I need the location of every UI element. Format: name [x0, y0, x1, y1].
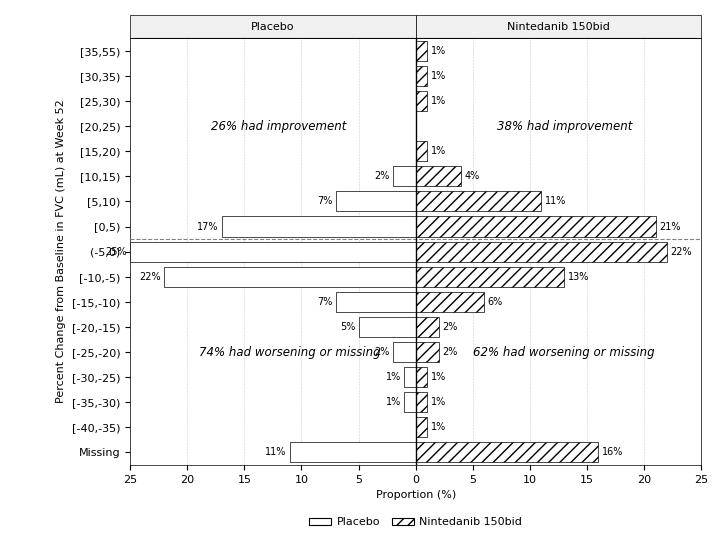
Bar [416, 443, 599, 462]
Text: 11%: 11% [265, 447, 286, 457]
Text: 6%: 6% [488, 297, 503, 307]
Bar [221, 217, 416, 236]
Bar [416, 41, 427, 61]
Bar [416, 367, 427, 387]
Text: 1%: 1% [431, 372, 446, 382]
Text: Nintedanib 150bid: Nintedanib 150bid [507, 21, 610, 32]
Bar [130, 242, 416, 261]
Bar [335, 191, 416, 212]
Text: 21%: 21% [659, 222, 680, 231]
Text: 74% had worsening or missing: 74% had worsening or missing [200, 346, 381, 358]
Text: 22%: 22% [670, 247, 692, 257]
Bar [416, 267, 564, 287]
Text: 2%: 2% [442, 347, 458, 357]
Text: 16%: 16% [602, 447, 623, 457]
Text: 38% had improvement: 38% had improvement [497, 120, 632, 132]
Text: 7%: 7% [317, 297, 333, 307]
Y-axis label: Percent Change from Baseline in FVC (mL) at Week 52: Percent Change from Baseline in FVC (mL)… [56, 100, 67, 404]
Bar [393, 166, 416, 187]
Bar [416, 417, 427, 438]
Text: 2%: 2% [442, 322, 458, 332]
X-axis label: Proportion (%): Proportion (%) [376, 490, 455, 500]
Legend: Placebo, Nintedanib 150bid: Placebo, Nintedanib 150bid [305, 513, 526, 532]
Text: 1%: 1% [431, 397, 446, 407]
Bar [416, 166, 461, 187]
Text: 2%: 2% [374, 347, 390, 357]
Text: 1%: 1% [431, 146, 446, 156]
Bar [416, 392, 427, 412]
Bar [416, 91, 427, 111]
Text: 2%: 2% [374, 171, 390, 181]
Bar [393, 342, 416, 362]
Text: 62% had worsening or missing: 62% had worsening or missing [474, 346, 655, 358]
Bar [416, 66, 427, 86]
Text: Placebo: Placebo [251, 21, 295, 32]
Text: 17%: 17% [197, 222, 218, 231]
Bar [404, 367, 416, 387]
Text: 1%: 1% [385, 372, 401, 382]
Bar [416, 317, 439, 337]
Text: 22%: 22% [140, 272, 161, 282]
Text: 1%: 1% [431, 422, 446, 432]
Bar [416, 15, 701, 38]
Text: 1%: 1% [431, 46, 446, 56]
Bar [416, 141, 427, 161]
Bar [416, 342, 439, 362]
Text: 1%: 1% [431, 71, 446, 81]
Text: 11%: 11% [545, 196, 566, 206]
Bar [290, 443, 416, 462]
Bar [404, 392, 416, 412]
Bar [359, 317, 416, 337]
Bar [130, 15, 416, 38]
Text: 26% had improvement: 26% had improvement [211, 120, 346, 132]
Text: 25%: 25% [105, 247, 127, 257]
Text: 7%: 7% [317, 196, 333, 206]
Bar [416, 191, 542, 212]
Bar [416, 242, 667, 261]
Text: 13%: 13% [568, 272, 589, 282]
Bar [416, 292, 484, 312]
Text: 1%: 1% [385, 397, 401, 407]
Bar [164, 267, 416, 287]
Text: 5%: 5% [340, 322, 355, 332]
Bar [416, 217, 656, 236]
Text: 1%: 1% [431, 96, 446, 106]
Bar [335, 292, 416, 312]
Text: 4%: 4% [465, 171, 480, 181]
